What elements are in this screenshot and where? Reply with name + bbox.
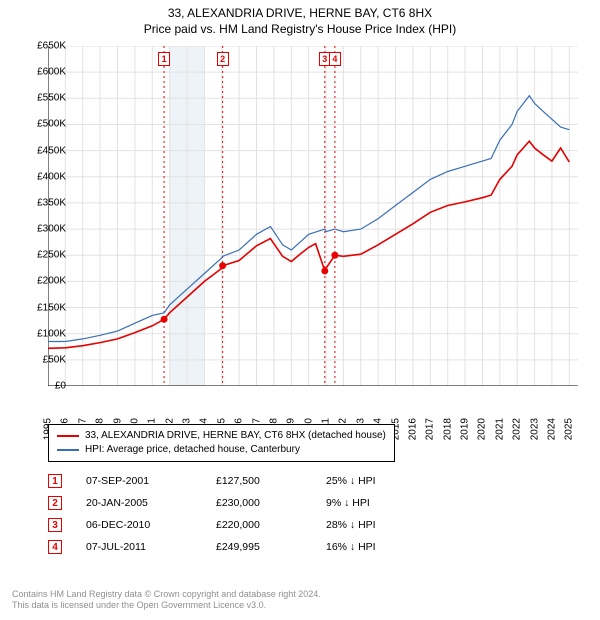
legend-box: 33, ALEXANDRIA DRIVE, HERNE BAY, CT6 8HX… <box>48 424 395 462</box>
sale-date-1: 07-SEP-2001 <box>62 475 216 487</box>
chart-marker-2: 2 <box>217 52 229 66</box>
sale-diff-3: 28% ↓ HPI <box>326 519 466 531</box>
sale-number-2: 2 <box>48 496 62 510</box>
x-tick-label: 2021 <box>494 418 505 440</box>
x-tick-label: 2018 <box>442 418 453 440</box>
x-tick-label: 2023 <box>529 418 540 440</box>
y-tick-label: £450K <box>37 145 66 156</box>
sale-row-1: 1 07-SEP-2001 £127,500 25% ↓ HPI <box>48 470 466 492</box>
sale-price-2: £230,000 <box>216 497 326 509</box>
page-container: 33, ALEXANDRIA DRIVE, HERNE BAY, CT6 8HX… <box>0 0 600 620</box>
sale-row-4: 4 07-JUL-2011 £249,995 16% ↓ HPI <box>48 536 466 558</box>
chart-area <box>48 46 578 386</box>
sale-diff-4: 16% ↓ HPI <box>326 541 466 553</box>
chart-marker-4: 4 <box>329 52 341 66</box>
y-tick-label: £550K <box>37 93 66 104</box>
legend-item-property: 33, ALEXANDRIA DRIVE, HERNE BAY, CT6 8HX… <box>57 429 386 443</box>
legend-label-property: 33, ALEXANDRIA DRIVE, HERNE BAY, CT6 8HX… <box>85 429 386 443</box>
legend-item-hpi: HPI: Average price, detached house, Cant… <box>57 443 386 457</box>
y-tick-label: £300K <box>37 224 66 235</box>
x-tick-label: 2022 <box>512 418 523 440</box>
sale-date-2: 20-JAN-2005 <box>62 497 216 509</box>
chart-marker-1: 1 <box>158 52 170 66</box>
sale-diff-1: 25% ↓ HPI <box>326 475 466 487</box>
chart-title: 33, ALEXANDRIA DRIVE, HERNE BAY, CT6 8HX… <box>0 0 600 37</box>
y-tick-label: £600K <box>37 67 66 78</box>
y-tick-label: £150K <box>37 302 66 313</box>
sale-number-4: 4 <box>48 540 62 554</box>
x-tick-label: 2020 <box>477 418 488 440</box>
footer-line-2: This data is licensed under the Open Gov… <box>12 600 321 612</box>
sale-row-3: 3 06-DEC-2010 £220,000 28% ↓ HPI <box>48 514 466 536</box>
y-tick-label: £200K <box>37 276 66 287</box>
x-tick-label: 2019 <box>460 418 471 440</box>
sale-number-1: 1 <box>48 474 62 488</box>
sale-number-3: 3 <box>48 518 62 532</box>
footer-line-1: Contains HM Land Registry data © Crown c… <box>12 589 321 601</box>
title-line-1: 33, ALEXANDRIA DRIVE, HERNE BAY, CT6 8HX <box>0 6 600 22</box>
legend-label-hpi: HPI: Average price, detached house, Cant… <box>85 443 300 457</box>
y-tick-label: £400K <box>37 171 66 182</box>
y-tick-label: £350K <box>37 197 66 208</box>
x-tick-label: 2017 <box>425 418 436 440</box>
y-tick-label: £100K <box>37 328 66 339</box>
y-tick-label: £500K <box>37 119 66 130</box>
footer-attribution: Contains HM Land Registry data © Crown c… <box>12 589 321 612</box>
y-tick-label: £250K <box>37 250 66 261</box>
sale-date-4: 07-JUL-2011 <box>62 541 216 553</box>
y-tick-label: £50K <box>43 354 66 365</box>
legend-swatch-property <box>57 435 79 437</box>
title-line-2: Price paid vs. HM Land Registry's House … <box>0 22 600 38</box>
sale-row-2: 2 20-JAN-2005 £230,000 9% ↓ HPI <box>48 492 466 514</box>
x-tick-label: 2016 <box>407 418 418 440</box>
sales-table: 1 07-SEP-2001 £127,500 25% ↓ HPI 2 20-JA… <box>48 470 466 558</box>
sale-price-3: £220,000 <box>216 519 326 531</box>
y-tick-label: £0 <box>55 381 66 392</box>
y-tick-label: £650K <box>37 41 66 52</box>
sale-date-3: 06-DEC-2010 <box>62 519 216 531</box>
x-tick-label: 2024 <box>546 418 557 440</box>
chart-svg <box>48 46 578 386</box>
x-tick-label: 2025 <box>564 418 575 440</box>
legend-swatch-hpi <box>57 449 79 451</box>
sale-price-1: £127,500 <box>216 475 326 487</box>
sale-price-4: £249,995 <box>216 541 326 553</box>
sale-diff-2: 9% ↓ HPI <box>326 497 466 509</box>
